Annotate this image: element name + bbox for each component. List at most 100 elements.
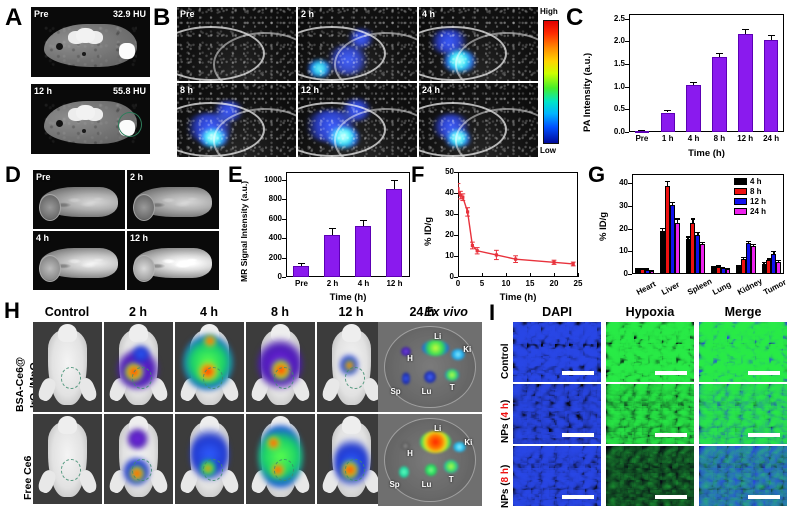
y-tick-label: 800 [268, 194, 282, 204]
y-tick-label: 400 [268, 233, 282, 243]
y-tick [282, 257, 286, 259]
error-cap [391, 180, 398, 182]
panel-g-bars [632, 174, 784, 274]
panel-i-row-label-control: Control [500, 343, 511, 379]
bar-Spleen-12h [695, 234, 701, 274]
panel-h-row-label-line1: BSA-Ce6@ [14, 356, 26, 412]
bar-4h [686, 84, 701, 132]
fluorescence-blob-1 [344, 359, 355, 371]
y-tick-label: 20 [445, 230, 454, 239]
invivo-mouse-r1-c1 [104, 414, 173, 504]
bar-Tumor-4h [761, 263, 767, 274]
panel-i-row-4h-suffix: ) [500, 399, 511, 403]
legend-swatch [734, 208, 747, 215]
legend-label: 4 h [750, 177, 762, 186]
mr-image-12h: 12 h [127, 231, 219, 290]
bar-Tumor-12h [771, 253, 777, 274]
error-cap [360, 219, 367, 222]
panel-i-col-hypoxia: Hypoxia [625, 305, 675, 319]
tumor-roi-circle [344, 459, 366, 481]
mouse-head [57, 415, 78, 434]
mouse-head [341, 415, 362, 434]
mouse-limb [320, 376, 342, 403]
x-tick-label: 20 [549, 279, 559, 288]
y-tick [282, 238, 286, 240]
panel-i-row-8h-time: 8 h [500, 467, 511, 483]
bar-Liver-12h [670, 205, 675, 274]
micrograph-dapi-row0 [513, 322, 601, 382]
bar-Liver-24h [674, 222, 680, 274]
tumor-roi-circle [273, 459, 295, 481]
panel-i-row-8h-prefix: NPs ( [500, 482, 511, 508]
mouse-limb [36, 468, 58, 495]
error-bar [662, 228, 664, 232]
error-bar [744, 28, 746, 35]
error-cap [649, 269, 655, 271]
y-tick-label: 0 [449, 272, 454, 281]
error-bar [697, 232, 699, 235]
scale-bar [655, 495, 687, 499]
colorbar-low-label: Low [540, 146, 556, 155]
pa-tile-label: Pre [180, 9, 195, 19]
y-tick [282, 218, 286, 220]
panel-letter-d: D [5, 162, 21, 187]
panel-h-col-4h: 4 h [199, 305, 219, 319]
legend-row-8h: 8 h [734, 187, 766, 196]
bar-Spleen-4h [685, 239, 691, 274]
exvivo-dish-nps: Li Ki H Sp Lu T [378, 322, 482, 412]
ct-12h-hu-value: 55.8 HU [112, 86, 146, 96]
organ-label-lu: Lu [421, 480, 432, 490]
panel-f-chart: 0 10 20 30 40 50 0 5 10 15 20 25 Time (h) % ID/g [411, 164, 586, 304]
tumor-roi-circle [60, 459, 82, 481]
bar-Spleen-8h [690, 222, 696, 274]
legend-label: 24 h [750, 207, 767, 216]
panel-c-plot-frame [629, 14, 784, 132]
micrograph-hypoxia-row2 [606, 446, 694, 506]
mr-tile-label: Pre [36, 172, 51, 182]
organ-label-h: H [407, 448, 413, 458]
error-cap [741, 28, 749, 30]
bar-Lung-4h [710, 266, 716, 274]
tumor-roi-circle [344, 367, 366, 389]
x-tick-label: 15 [525, 279, 535, 288]
error-bar [393, 180, 396, 189]
ct-dark-region-2 [82, 51, 87, 56]
error-cap [644, 268, 650, 270]
x-tick-label: 24 h [763, 134, 780, 143]
pa-tile-label: 4 h [422, 9, 436, 19]
y-tick [454, 193, 458, 195]
y-tick-label: 0 [277, 272, 282, 281]
error-cap [761, 262, 767, 264]
y-tick-label: 10 [619, 246, 628, 256]
invivo-mouse-r0-c3 [246, 322, 315, 412]
panel-i-row-label-nps-8h: NPs (8 h) [500, 465, 511, 508]
error-cap [695, 232, 701, 234]
bar-4h [355, 226, 372, 277]
x-tick-label-Kidney: Kidney [736, 276, 765, 297]
y-tick [454, 256, 458, 258]
y-tick [625, 109, 629, 111]
x-tick-label: 4 h [357, 279, 370, 288]
legend-swatch [734, 188, 747, 195]
y-tick [454, 235, 458, 237]
legend-label: 12 h [750, 197, 767, 206]
pa-image-8h: 8 h [177, 83, 296, 157]
error-cap [715, 53, 723, 55]
panel-letter-h: H [4, 298, 20, 323]
bar-Tumor-24h [776, 262, 782, 274]
panel-f-line-series [458, 183, 576, 267]
error-bar [687, 236, 689, 240]
bar-Liver-8h [665, 185, 670, 274]
micrograph-hypoxia-row0 [606, 322, 694, 382]
error-bar [692, 218, 694, 223]
tumor-roi-circle [202, 459, 224, 481]
micrograph-hypoxia-row1 [606, 384, 694, 444]
bar-Spleen-24h [700, 243, 706, 274]
x-tick-label: 8 h [713, 134, 726, 143]
bar-Pre [293, 265, 310, 277]
x-tick [482, 273, 484, 277]
scale-bar [562, 371, 594, 375]
error-bar [693, 82, 695, 85]
x-tick-label: 5 [479, 279, 485, 288]
